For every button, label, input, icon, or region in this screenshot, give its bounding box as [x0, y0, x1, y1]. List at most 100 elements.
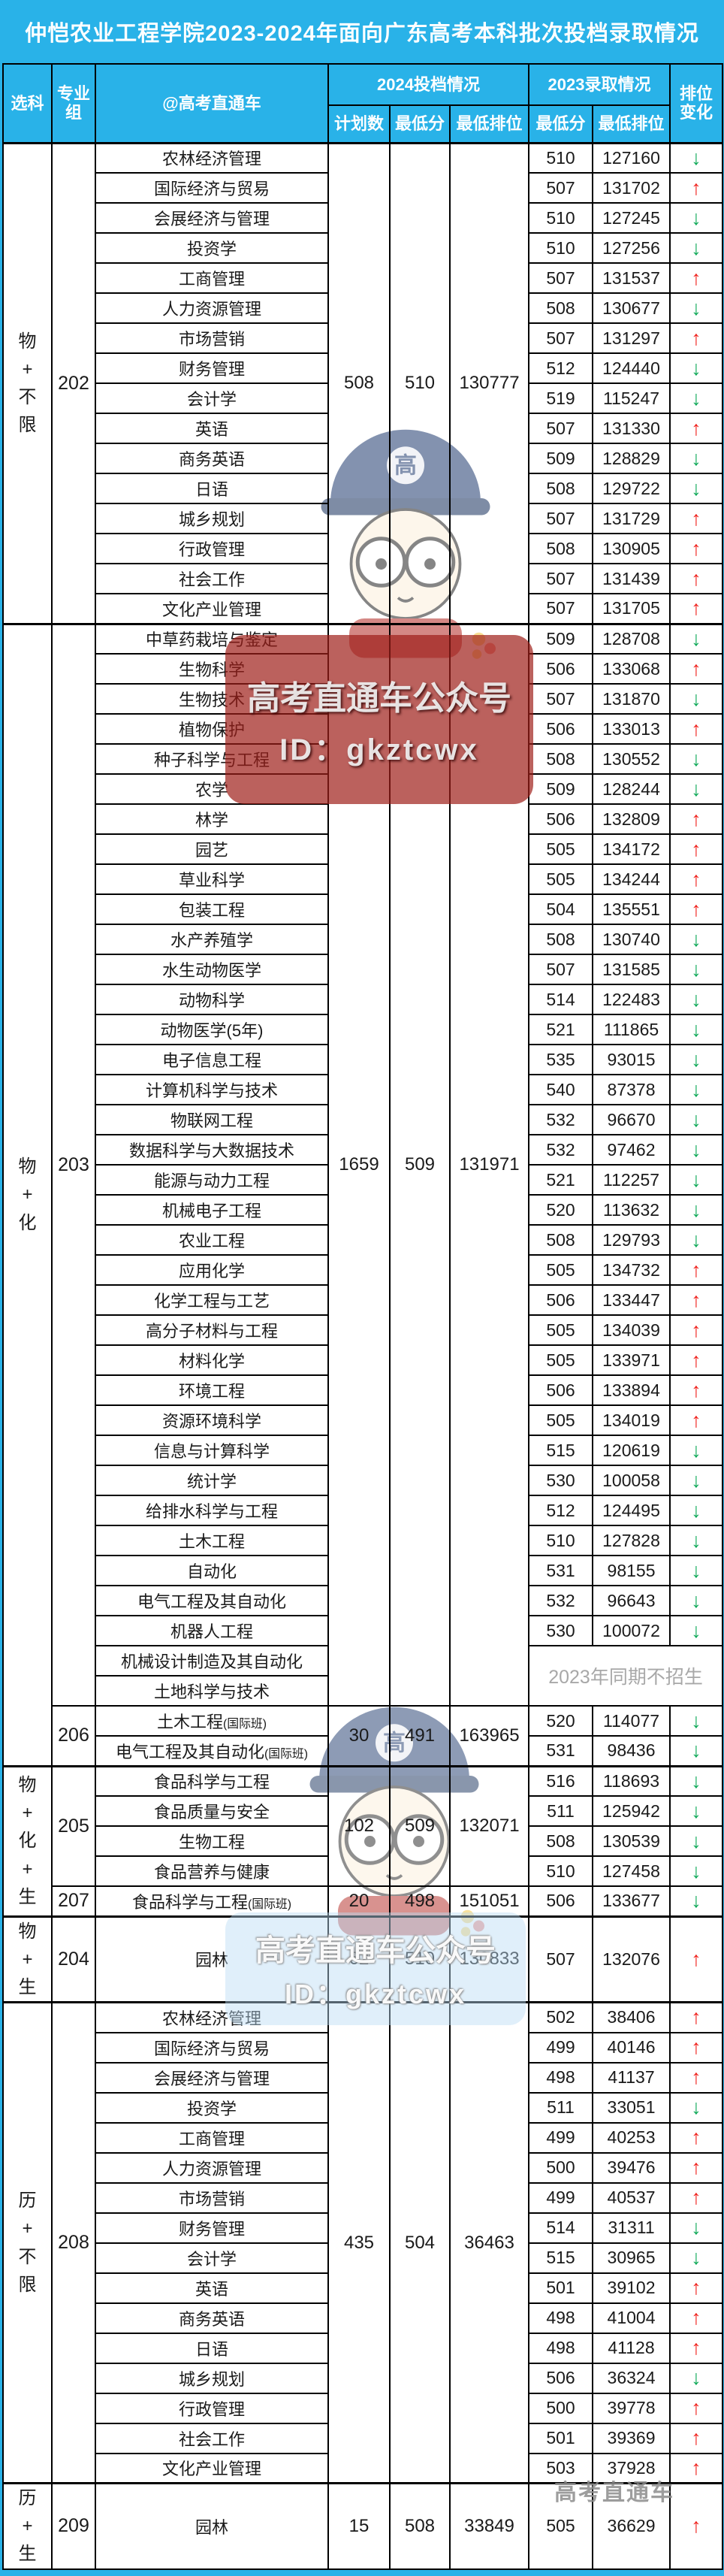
min-score-2023-cell: 509	[528, 773, 594, 805]
plan-2024-cell: 20	[327, 1885, 391, 1917]
admissions-table: 选科 专业 组 @高考直通车 2024投档情况 2023录取情况 排位 变化 计…	[2, 63, 724, 2570]
min-score-2023-cell: 514	[528, 2212, 594, 2244]
min-rank-2023-cell: 134244	[592, 863, 671, 895]
min-rank-2023-cell: 112257	[592, 1164, 671, 1196]
subject-cell: 历 + 不限	[2, 2001, 53, 2484]
major-name-cell: 行政管理	[95, 533, 329, 564]
rank-change-down-arrow-icon: ↓	[669, 1164, 724, 1196]
header-rank-change: 排位 变化	[669, 63, 724, 144]
rank-change-up-arrow-icon: ↑	[669, 2452, 724, 2484]
major-name-cell: 生物科学	[95, 653, 329, 685]
table-row: 财务管理 512 124440 ↓	[3, 352, 724, 384]
min-score-2023-cell: 507	[528, 322, 594, 354]
min-rank-2023-cell: 129793	[592, 1224, 671, 1256]
table-row: 行政管理 508 130905 ↑	[3, 533, 724, 564]
plan-2024-cell: 62	[327, 1915, 391, 2003]
rank-change-up-arrow-icon: ↑	[669, 2422, 724, 2454]
min-score-2023-cell: 515	[528, 1435, 594, 1466]
min-score-2023-cell: 540	[528, 1074, 594, 1105]
table-row: 食品质量与安全 511 125942 ↓	[3, 1795, 724, 1827]
min-score-2023-cell: 516	[528, 1764, 594, 1797]
min-score-2023-cell: 510	[528, 202, 594, 234]
table-row: 市场营销 507 131297 ↑	[3, 322, 724, 354]
min-rank-2023-cell: 39369	[592, 2422, 671, 2454]
rank-change-up-arrow-icon: ↑	[669, 593, 724, 624]
major-name-cell: 生物技术	[95, 683, 329, 715]
rank-change-down-arrow-icon: ↓	[669, 2212, 724, 2244]
table-row: 文化产业管理 503 37928 ↑	[3, 2452, 724, 2484]
table-row: 水生动物医学 507 131585 ↓	[3, 954, 724, 985]
major-name-cell: 统计学	[95, 1465, 329, 1496]
header-min-score-2023: 最低分	[528, 104, 594, 144]
min-rank-2023-cell: 100058	[592, 1465, 671, 1496]
rank-change-down-arrow-icon: ↓	[669, 683, 724, 715]
min-score-2023-cell: 508	[528, 292, 594, 324]
min-rank-2023-cell: 131537	[592, 262, 671, 294]
table-row: 商务英语 498 41004 ↑	[3, 2302, 724, 2334]
major-name-cell: 食品科学与工程	[95, 1764, 329, 1797]
group-number-cell: 207	[51, 1885, 96, 1917]
min-rank-2023-cell: 131705	[592, 593, 671, 624]
table-row: 材料化学 505 133971 ↑	[3, 1344, 724, 1376]
table-row: 林学 506 132809 ↑	[3, 803, 724, 835]
rank-change-down-arrow-icon: ↓	[669, 1885, 724, 1917]
min-rank-2023-cell: 134172	[592, 833, 671, 865]
major-name-cell: 包装工程	[95, 893, 329, 925]
table-row: 城乡规划 506 36324 ↓	[3, 2362, 724, 2394]
min-score-2023-cell: 520	[528, 1194, 594, 1226]
min-rank-2023-cell: 39102	[592, 2272, 671, 2304]
rank-change-up-arrow-icon: ↑	[669, 653, 724, 685]
table-row: 土地科学与技术	[3, 1675, 722, 1707]
min-score-2023-cell: 507	[528, 593, 594, 624]
min-rank-2023-cell: 130905	[592, 533, 671, 564]
table-row: 资源环境科学 505 134019 ↑	[3, 1404, 724, 1436]
header-2024-section: 2024投档情况	[327, 63, 530, 106]
rank-change-up-arrow-icon: ↑	[669, 2332, 724, 2364]
table-row: 商务英语 509 128829 ↓	[3, 443, 724, 474]
table-row: 能源与动力工程 521 112257 ↓	[3, 1164, 724, 1196]
rank-change-down-arrow-icon: ↓	[669, 1134, 724, 1166]
min-score-2023-cell: 509	[528, 443, 594, 474]
header-min-rank-2024: 最低排位	[448, 104, 530, 144]
rank-change-down-arrow-icon: ↓	[669, 443, 724, 474]
min-score-2023-cell: 500	[528, 2392, 594, 2424]
table-row: 国际经济与贸易 507 131702 ↑	[3, 172, 724, 204]
rank-change-down-arrow-icon: ↓	[669, 2362, 724, 2394]
major-name-cell: 财务管理	[95, 352, 329, 384]
table-row: 水产养殖学 508 130740 ↓	[3, 924, 724, 955]
major-name-cell: 动物科学	[95, 984, 329, 1015]
rank-change-down-arrow-icon: ↓	[669, 1465, 724, 1496]
rank-change-up-arrow-icon: ↑	[669, 2181, 724, 2214]
major-name-cell: 种子科学与工程	[95, 743, 329, 775]
min-rank-2023-cell: 40253	[592, 2121, 671, 2154]
table-row: 英语 507 131330 ↑	[3, 413, 724, 444]
min-score-2024-cell: 491	[389, 1705, 451, 1767]
major-name-cell: 计算机科学与技术	[95, 1074, 329, 1105]
table-row: 电子信息工程 535 93015 ↓	[3, 1044, 724, 1075]
table-row: 机械设计制造及其自动化 2023年同期不招生	[3, 1645, 724, 1707]
min-score-2024-cell: 509	[389, 622, 451, 1707]
min-rank-2023-cell: 87378	[592, 1074, 671, 1105]
table-container: 选科 专业 组 @高考直通车 2024投档情况 2023录取情况 排位 变化 计…	[2, 63, 724, 2570]
major-name-cell: 工商管理	[95, 2121, 329, 2154]
rank-change-up-arrow-icon: ↑	[669, 322, 724, 354]
rank-change-down-arrow-icon: ↓	[669, 1074, 724, 1105]
rank-change-up-arrow-icon: ↑	[669, 172, 724, 204]
min-rank-2024-cell: 130777	[448, 141, 530, 624]
rank-change-down-arrow-icon: ↓	[669, 1615, 724, 1646]
rank-change-down-arrow-icon: ↓	[669, 924, 724, 955]
major-name-cell: 水产养殖学	[95, 924, 329, 955]
min-score-2023-cell: 502	[528, 2001, 594, 2033]
subject-cell: 物 + 化	[2, 622, 53, 1767]
min-rank-2023-cell: 33051	[592, 2091, 671, 2124]
min-score-2023-cell: 532	[528, 1134, 594, 1166]
rank-change-down-arrow-icon: ↓	[669, 1735, 724, 1767]
subject-cell: 历 + 生	[2, 2482, 53, 2570]
major-name-cell: 行政管理	[95, 2392, 329, 2424]
min-score-2023-cell: 510	[528, 141, 594, 174]
major-name-cell: 食品科学与工程(国际班)	[95, 1885, 329, 1917]
table-row: 日语 508 129722 ↓	[3, 473, 724, 504]
table-row: 农学 509 128244 ↓	[3, 773, 724, 805]
min-rank-2023-cell: 118693	[592, 1764, 671, 1797]
major-name-cell: 草业科学	[95, 863, 329, 895]
